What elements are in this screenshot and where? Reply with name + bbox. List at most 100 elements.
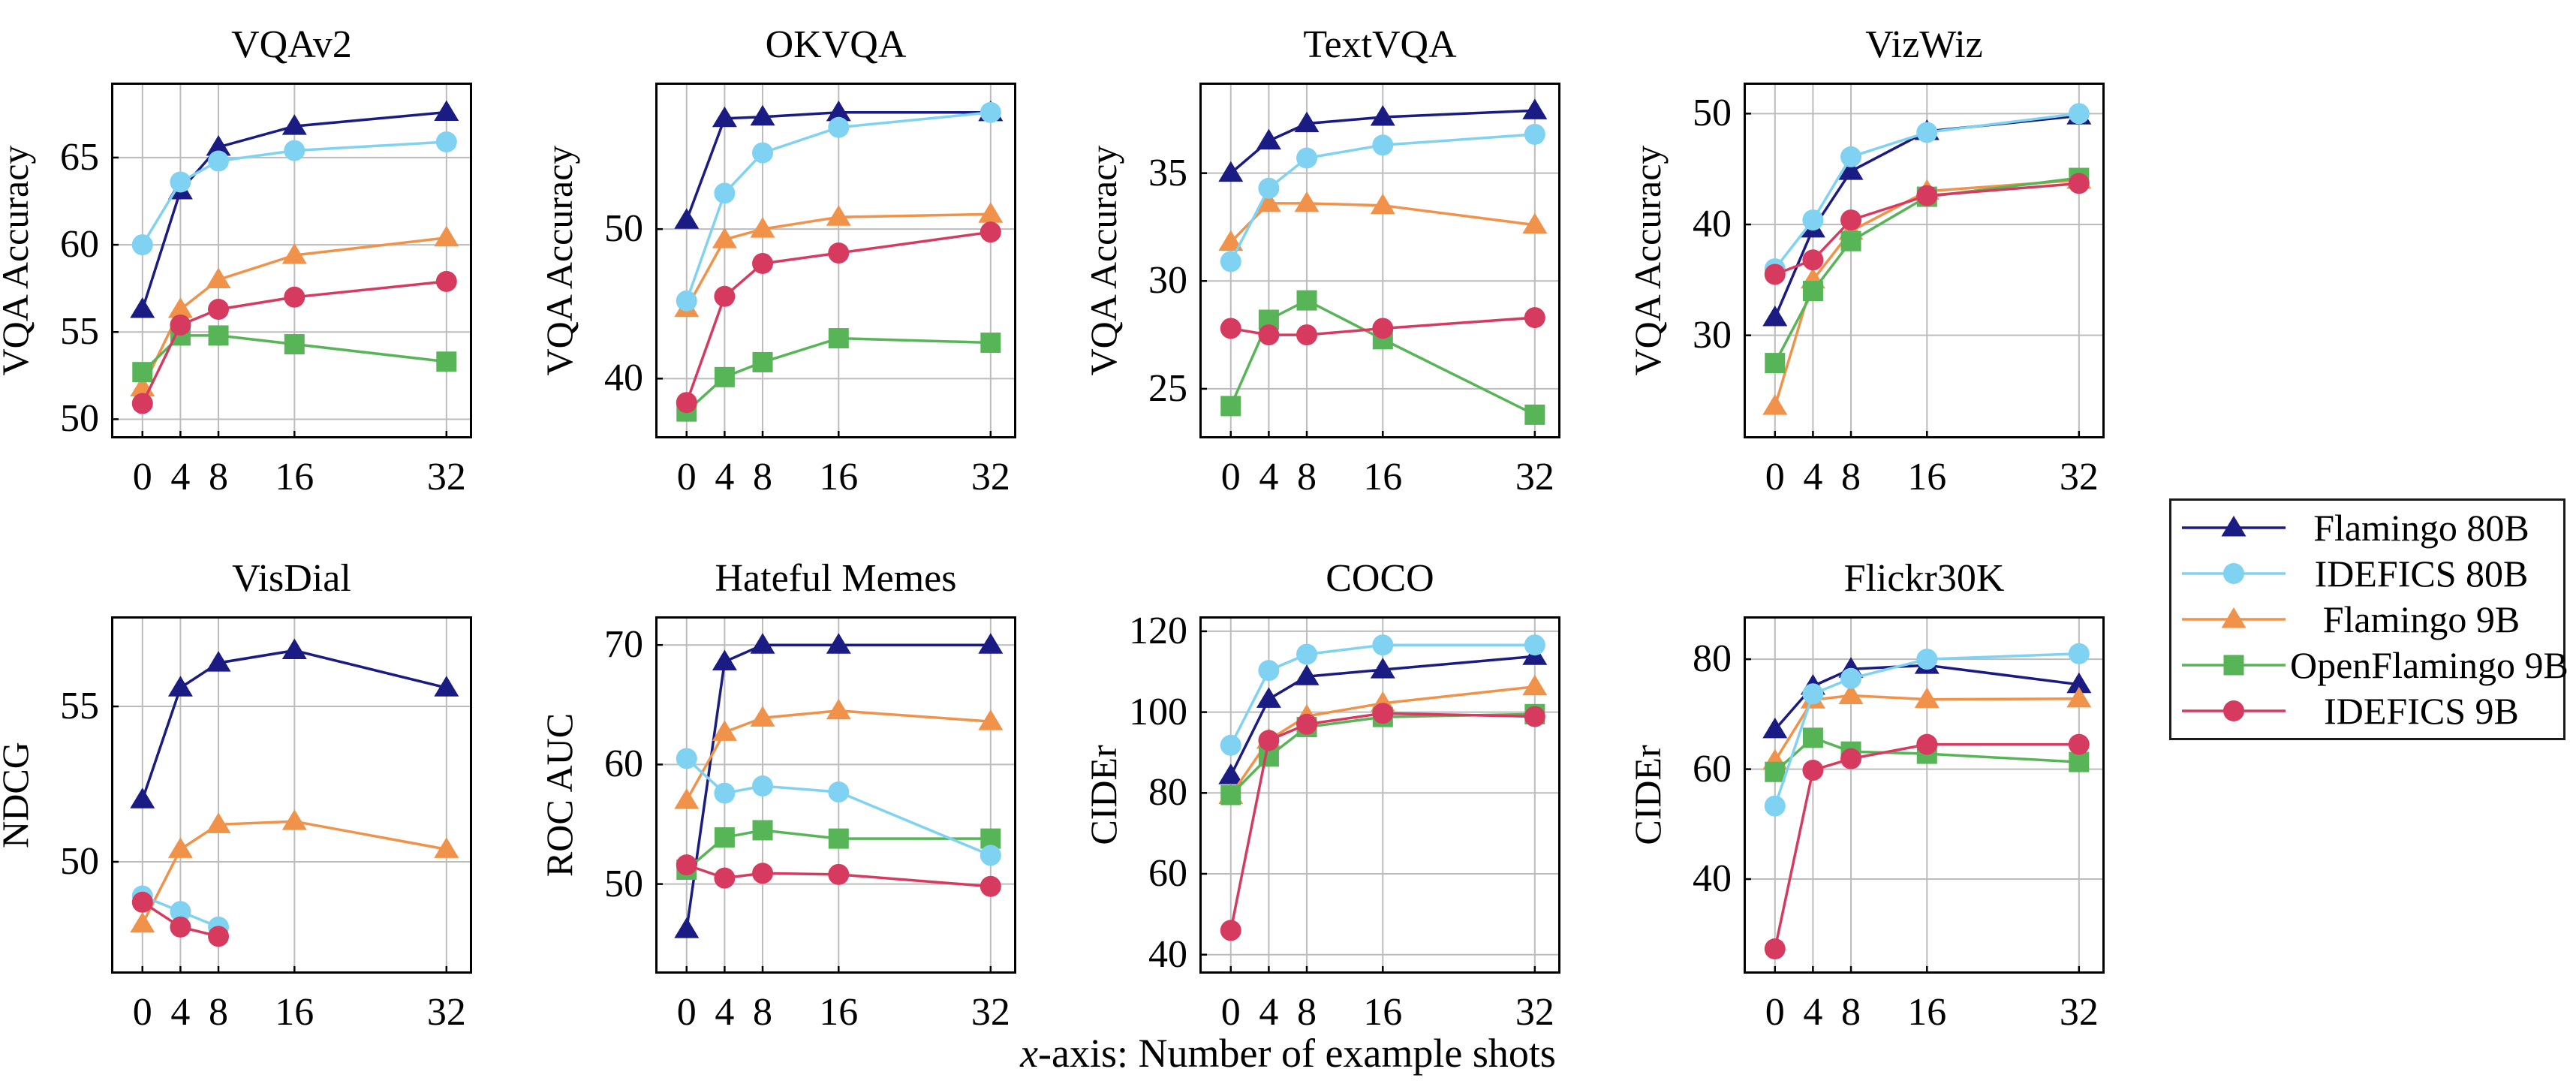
data-point-marker xyxy=(434,676,459,697)
data-point-marker xyxy=(1914,687,1940,709)
y-axis-title: ROC AUC xyxy=(538,712,580,878)
data-point-marker xyxy=(750,217,775,238)
x-tick-label: 0 xyxy=(1765,991,1785,1034)
data-point-marker xyxy=(712,106,737,128)
x-tick-label: 8 xyxy=(209,456,229,498)
data-point-marker xyxy=(1916,122,1938,143)
data-point-marker xyxy=(1524,404,1545,425)
data-point-marker xyxy=(1296,147,1318,169)
circle-marker-icon xyxy=(2182,563,2286,584)
y-axis-title: CIDEr xyxy=(1627,745,1669,845)
data-point-marker xyxy=(1916,649,1938,670)
data-point-marker xyxy=(1256,128,1281,150)
x-tick-label: 32 xyxy=(971,456,1010,498)
subplot-coco: COCO CIDEr 40 60 80 100 120 0 4 8 16 32 xyxy=(1082,557,1560,1034)
data-point-marker xyxy=(1522,98,1548,119)
legend-item-idefics-80b: IDEFICS 80B xyxy=(2177,552,2553,595)
data-point-marker xyxy=(978,633,1004,654)
data-point-marker xyxy=(1840,146,1862,167)
data-point-marker xyxy=(1762,394,1788,415)
data-point-marker xyxy=(1256,687,1281,708)
data-point-marker xyxy=(170,171,191,193)
subplot-flickr30k: Flickr30K CIDEr 40 60 80 0 4 8 16 32 xyxy=(1627,557,2105,1034)
data-point-marker xyxy=(2221,516,2246,537)
data-point-marker xyxy=(826,633,851,654)
data-point-marker xyxy=(828,863,850,885)
data-point-marker xyxy=(281,243,307,264)
subplot-vizwiz: VizWiz VQA Accuracy 30 40 50 0 4 8 16 32 xyxy=(1627,23,2105,498)
data-point-marker xyxy=(208,150,230,172)
x-tick-label: 32 xyxy=(2059,456,2099,498)
data-point-marker xyxy=(1802,727,1823,748)
data-point-marker xyxy=(1840,748,1862,769)
y-axis-title: VQA Accuracy xyxy=(1082,145,1124,376)
x-tick-label: 0 xyxy=(1765,456,1785,498)
data-point-marker xyxy=(2068,643,2090,664)
subplot-hateful-memes: Hateful Memes ROC AUC 50 60 70 0 4 8 16 32 xyxy=(538,557,1016,1034)
data-point-marker xyxy=(1762,306,1788,327)
data-point-marker xyxy=(1294,111,1320,133)
data-point-marker xyxy=(2068,173,2090,194)
data-point-marker xyxy=(1296,643,1318,665)
data-point-marker xyxy=(1294,664,1320,685)
data-point-marker xyxy=(1220,920,1241,941)
plot-area xyxy=(1744,83,2105,438)
data-point-marker xyxy=(167,676,193,697)
triangle-marker-icon xyxy=(2182,607,2286,628)
data-point-marker xyxy=(676,290,697,312)
data-point-marker xyxy=(1764,263,1786,285)
caption-x: x xyxy=(1020,1031,1039,1076)
data-point-marker xyxy=(1218,230,1244,251)
data-point-marker xyxy=(828,116,850,138)
data-point-marker xyxy=(1524,307,1545,329)
data-point-marker xyxy=(1524,706,1545,727)
data-point-marker xyxy=(170,314,191,336)
y-axis-title: VQA Accuracy xyxy=(1627,145,1669,376)
data-point-marker xyxy=(208,325,229,346)
data-point-marker xyxy=(281,114,307,135)
data-point-marker xyxy=(1258,660,1280,682)
data-point-marker xyxy=(2223,700,2244,721)
subplot-visdial: VisDial NDCG 50 55 0 4 8 16 32 xyxy=(0,557,472,1034)
x-tick-label: 16 xyxy=(275,456,314,498)
data-point-marker xyxy=(712,227,737,248)
legend-item-flamingo-9b: Flamingo 9B xyxy=(2177,598,2553,641)
x-tick-label: 0 xyxy=(132,456,152,498)
x-tick-label: 0 xyxy=(132,991,152,1034)
x-tick-label: 4 xyxy=(715,991,735,1034)
plot-area xyxy=(655,83,1016,438)
data-point-marker xyxy=(752,252,774,274)
x-tick-label: 8 xyxy=(209,991,229,1034)
y-axis-title: NDCG xyxy=(0,742,36,848)
x-tick-label: 8 xyxy=(1841,456,1861,498)
y-axis-title: VQA Accuracy xyxy=(538,145,580,376)
circle-marker-icon xyxy=(2182,700,2286,721)
plot-area xyxy=(1199,616,1560,974)
x-tick-label: 32 xyxy=(1515,456,1554,498)
data-point-marker xyxy=(1764,938,1786,960)
data-point-marker xyxy=(1370,193,1395,215)
data-point-marker xyxy=(284,334,305,355)
data-point-marker xyxy=(1218,161,1244,182)
subplot-okvqa: OKVQA VQA Accuracy 40 50 0 4 8 16 32 xyxy=(538,23,1016,498)
data-point-marker xyxy=(1370,104,1395,126)
x-tick-label: 8 xyxy=(1297,991,1317,1034)
data-point-marker xyxy=(132,362,153,383)
legend-label: IDEFICS 9B xyxy=(2324,690,2519,732)
data-point-marker xyxy=(1838,159,1864,180)
data-point-marker xyxy=(676,392,697,414)
subplot-title: Flickr30K xyxy=(1843,557,2005,600)
subplot-title: VisDial xyxy=(232,557,351,600)
data-point-marker xyxy=(752,775,774,797)
data-point-marker xyxy=(676,854,697,876)
x-tick-label: 32 xyxy=(2059,991,2099,1034)
data-point-marker xyxy=(434,837,459,858)
x-tick-label: 16 xyxy=(1907,456,1947,498)
data-point-marker xyxy=(281,638,307,660)
data-point-marker xyxy=(2068,103,2090,125)
subplot-title: Hateful Memes xyxy=(715,557,957,600)
subplot-title: VizWiz xyxy=(1865,23,1983,66)
data-point-marker xyxy=(131,234,153,256)
data-point-marker xyxy=(714,182,736,204)
x-tick-label: 16 xyxy=(819,991,859,1034)
